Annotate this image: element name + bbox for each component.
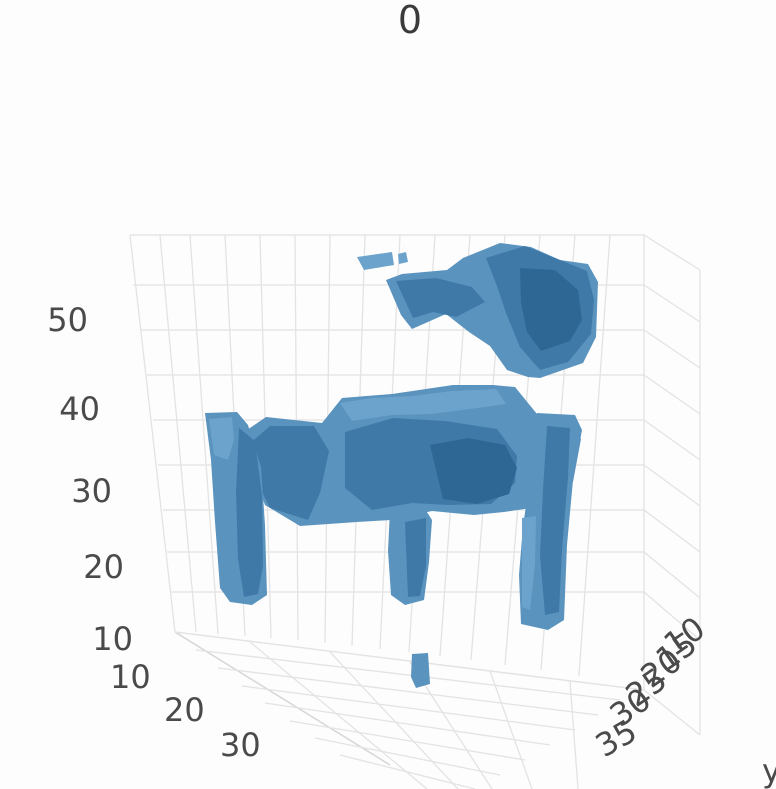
z-tick-20: 20 — [83, 548, 124, 586]
y-axis-ticks: 10 15 20 25 30 35 y — [589, 609, 776, 789]
grid-floor — [174, 631, 645, 789]
voxel-seat-shade-left — [249, 426, 329, 520]
z-tick-10: 10 — [92, 620, 133, 658]
top-axis-label: 0 — [398, 0, 422, 42]
voxel-upper-blob-shade-3 — [396, 278, 485, 318]
z-tick-40: 40 — [59, 390, 100, 428]
y-axis-letter: y — [762, 752, 776, 789]
voxel-leg-right-light — [522, 516, 536, 610]
voxel-fragment-left — [357, 252, 394, 270]
z-tick-30: 30 — [71, 472, 112, 510]
voxel-leg-center-shade — [405, 518, 426, 597]
voxel-fragment-right — [398, 252, 408, 264]
x-tick-10: 10 — [110, 658, 151, 696]
voxel-leg-left-light — [209, 417, 234, 460]
voxel-seat-highlight — [340, 389, 506, 421]
x-tick-30: 30 — [220, 726, 261, 764]
grid-side — [643, 234, 701, 736]
voxel-upper-blob-shade-2 — [520, 268, 582, 351]
z-tick-50: 50 — [47, 301, 88, 339]
voxel-seat-shade-right — [430, 438, 517, 504]
voxel-scatter — [205, 243, 598, 688]
x-tick-20: 20 — [164, 691, 205, 729]
z-axis-ticks: 50 40 30 20 10 — [47, 301, 133, 658]
voxel-leg-right-shade — [540, 426, 570, 615]
x-axis-ticks: 10 20 30 — [110, 658, 261, 764]
voxel-leg-left-shade — [236, 428, 263, 597]
voxel-bottom-fragment — [411, 653, 430, 688]
